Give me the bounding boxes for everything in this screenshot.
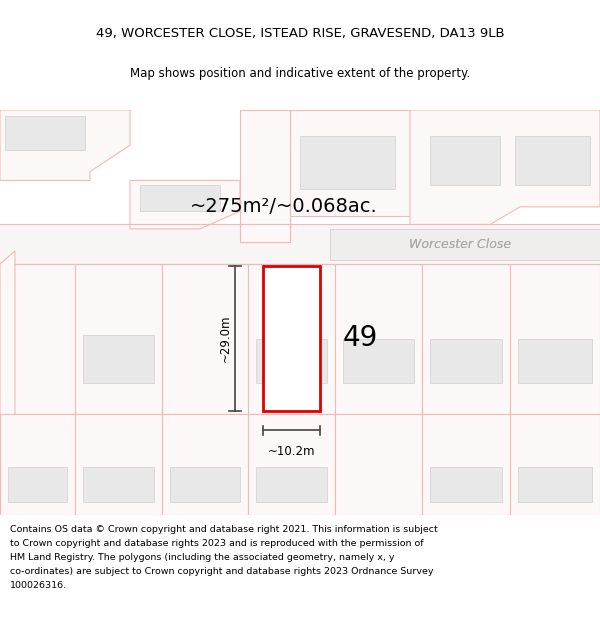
Text: co-ordinates) are subject to Crown copyright and database rights 2023 Ordnance S: co-ordinates) are subject to Crown copyr… xyxy=(10,567,433,576)
Bar xyxy=(170,467,240,502)
Bar xyxy=(515,136,590,185)
Bar xyxy=(518,339,592,383)
Polygon shape xyxy=(510,414,600,515)
Bar xyxy=(256,467,327,502)
Bar xyxy=(0,224,600,264)
Polygon shape xyxy=(335,414,422,515)
Text: 49: 49 xyxy=(343,324,377,352)
Bar xyxy=(263,266,320,411)
Polygon shape xyxy=(0,264,75,414)
Bar xyxy=(83,467,154,502)
Text: ~275m²/~0.068ac.: ~275m²/~0.068ac. xyxy=(190,198,378,216)
Bar xyxy=(343,339,414,383)
Text: to Crown copyright and database rights 2023 and is reproduced with the permissio: to Crown copyright and database rights 2… xyxy=(10,539,424,548)
Polygon shape xyxy=(422,264,510,414)
Bar xyxy=(430,136,500,185)
Polygon shape xyxy=(510,264,600,414)
Bar xyxy=(300,136,395,189)
Polygon shape xyxy=(130,181,240,229)
Bar xyxy=(140,185,220,211)
Bar xyxy=(5,116,85,149)
Polygon shape xyxy=(75,264,162,414)
Polygon shape xyxy=(410,110,600,224)
Bar xyxy=(83,334,154,383)
Bar xyxy=(8,467,67,502)
Text: Contains OS data © Crown copyright and database right 2021. This information is : Contains OS data © Crown copyright and d… xyxy=(10,525,438,534)
Polygon shape xyxy=(75,414,162,515)
Text: Worcester Close: Worcester Close xyxy=(409,238,511,251)
Polygon shape xyxy=(0,110,130,181)
Text: Map shows position and indicative extent of the property.: Map shows position and indicative extent… xyxy=(130,68,470,81)
Bar xyxy=(256,339,327,383)
Bar xyxy=(267,278,316,314)
Text: ~10.2m: ~10.2m xyxy=(268,444,315,458)
Polygon shape xyxy=(330,229,600,259)
Polygon shape xyxy=(0,414,75,515)
Bar xyxy=(430,467,502,502)
Polygon shape xyxy=(248,264,335,414)
Polygon shape xyxy=(335,264,422,414)
Polygon shape xyxy=(290,110,410,216)
Text: 100026316.: 100026316. xyxy=(10,581,67,590)
Bar xyxy=(518,467,592,502)
Polygon shape xyxy=(162,414,248,515)
Text: ~29.0m: ~29.0m xyxy=(218,315,232,362)
Polygon shape xyxy=(0,251,15,427)
Text: Worcester Close: Worcester Close xyxy=(409,238,511,251)
Text: 49, WORCESTER CLOSE, ISTEAD RISE, GRAVESEND, DA13 9LB: 49, WORCESTER CLOSE, ISTEAD RISE, GRAVES… xyxy=(95,28,505,41)
Polygon shape xyxy=(240,110,290,242)
Polygon shape xyxy=(248,414,335,515)
Polygon shape xyxy=(422,414,510,515)
Bar xyxy=(430,339,502,383)
Polygon shape xyxy=(162,264,248,414)
Text: HM Land Registry. The polygons (including the associated geometry, namely x, y: HM Land Registry. The polygons (includin… xyxy=(10,553,395,562)
